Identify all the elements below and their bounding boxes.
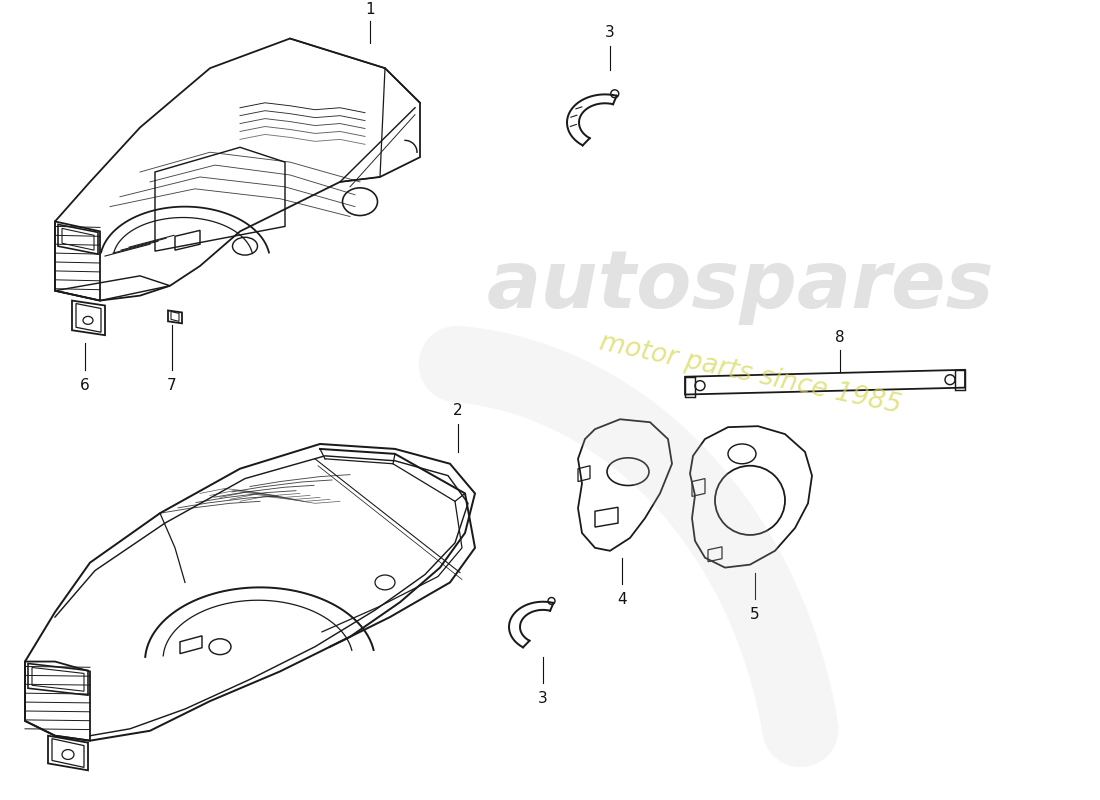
Text: autospares: autospares — [486, 246, 993, 325]
Text: 3: 3 — [605, 26, 615, 41]
Text: 3: 3 — [538, 691, 548, 706]
Text: motor parts since 1985: motor parts since 1985 — [596, 330, 903, 419]
Text: 1: 1 — [365, 2, 375, 17]
Text: 5: 5 — [750, 607, 760, 622]
Text: 7: 7 — [167, 378, 177, 393]
Text: 6: 6 — [80, 378, 90, 393]
Text: 4: 4 — [617, 592, 627, 607]
Text: 2: 2 — [453, 403, 463, 418]
Text: 8: 8 — [835, 330, 845, 345]
